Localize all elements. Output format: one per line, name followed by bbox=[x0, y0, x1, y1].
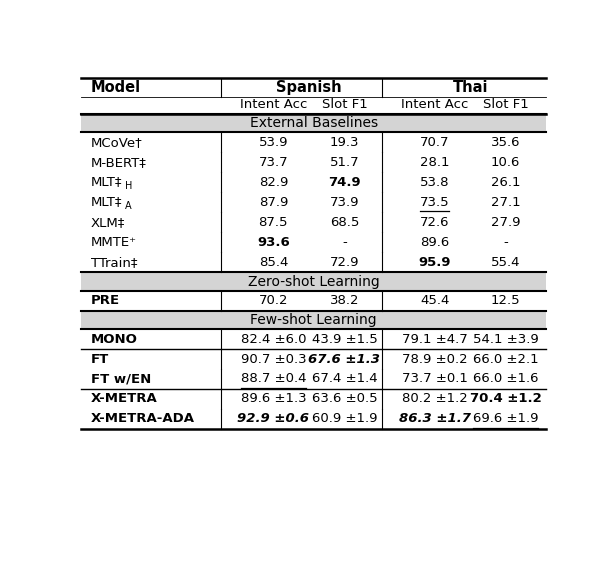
Text: 82.4 ±6.0: 82.4 ±6.0 bbox=[241, 333, 306, 346]
Text: 88.7 ±0.4: 88.7 ±0.4 bbox=[241, 372, 306, 385]
Text: 92.9 ±0.6: 92.9 ±0.6 bbox=[237, 412, 309, 425]
Text: XLM‡: XLM‡ bbox=[91, 216, 125, 229]
Text: FT w/EN: FT w/EN bbox=[91, 372, 151, 385]
Text: Few-shot Learning: Few-shot Learning bbox=[250, 313, 377, 327]
Text: 66.0 ±2.1: 66.0 ±2.1 bbox=[473, 352, 539, 365]
Text: 73.7: 73.7 bbox=[258, 156, 288, 169]
Text: 87.9: 87.9 bbox=[259, 196, 288, 209]
Text: 70.2: 70.2 bbox=[259, 294, 288, 307]
Text: 72.9: 72.9 bbox=[330, 256, 359, 269]
Text: 45.4: 45.4 bbox=[420, 294, 449, 307]
Text: 55.4: 55.4 bbox=[491, 256, 520, 269]
Text: 72.6: 72.6 bbox=[420, 216, 449, 229]
Text: 12.5: 12.5 bbox=[491, 294, 521, 307]
Text: X-METRA: X-METRA bbox=[91, 393, 157, 406]
Text: 67.4 ±1.4: 67.4 ±1.4 bbox=[312, 372, 377, 385]
Text: Spanish: Spanish bbox=[276, 80, 341, 95]
Text: 73.7 ±0.1: 73.7 ±0.1 bbox=[401, 372, 468, 385]
Text: Zero-shot Learning: Zero-shot Learning bbox=[248, 275, 379, 289]
Text: MLT‡: MLT‡ bbox=[91, 175, 122, 188]
Text: 63.6 ±0.5: 63.6 ±0.5 bbox=[312, 393, 377, 406]
Text: 82.9: 82.9 bbox=[259, 176, 288, 189]
Text: 89.6 ±1.3: 89.6 ±1.3 bbox=[241, 393, 306, 406]
Text: 86.3 ±1.7: 86.3 ±1.7 bbox=[398, 412, 471, 425]
Bar bbox=[81, 311, 546, 329]
Bar bbox=[81, 114, 546, 133]
Text: 68.5: 68.5 bbox=[330, 216, 359, 229]
Text: MLT‡: MLT‡ bbox=[91, 195, 122, 208]
Text: 19.3: 19.3 bbox=[330, 136, 359, 149]
Text: 66.0 ±1.6: 66.0 ±1.6 bbox=[473, 372, 539, 385]
Text: TTrain‡: TTrain‡ bbox=[91, 256, 137, 269]
Text: 43.9 ±1.5: 43.9 ±1.5 bbox=[312, 333, 378, 346]
Text: 80.2 ±1.2: 80.2 ±1.2 bbox=[401, 393, 468, 406]
Text: External Baselines: External Baselines bbox=[250, 116, 378, 130]
Text: 74.9: 74.9 bbox=[328, 176, 361, 189]
Text: 70.4 ±1.2: 70.4 ±1.2 bbox=[470, 393, 542, 406]
Text: X-METRA-ADA: X-METRA-ADA bbox=[91, 412, 195, 425]
Text: Intent Acc: Intent Acc bbox=[240, 98, 307, 111]
Text: MONO: MONO bbox=[91, 333, 138, 346]
Text: 10.6: 10.6 bbox=[491, 156, 520, 169]
Text: Model: Model bbox=[91, 80, 141, 95]
Text: 73.5: 73.5 bbox=[420, 196, 449, 209]
Text: 85.4: 85.4 bbox=[259, 256, 288, 269]
Text: Thai: Thai bbox=[452, 80, 488, 95]
Text: 38.2: 38.2 bbox=[330, 294, 359, 307]
Text: PRE: PRE bbox=[91, 294, 120, 307]
Bar bbox=[81, 272, 546, 290]
Text: 60.9 ±1.9: 60.9 ±1.9 bbox=[312, 412, 377, 425]
Text: 70.7: 70.7 bbox=[420, 136, 449, 149]
Text: 95.9: 95.9 bbox=[419, 256, 451, 269]
Text: 35.6: 35.6 bbox=[491, 136, 520, 149]
Text: 87.5: 87.5 bbox=[259, 216, 288, 229]
Text: Slot F1: Slot F1 bbox=[321, 98, 367, 111]
Text: 67.6 ±1.3: 67.6 ±1.3 bbox=[308, 352, 381, 365]
Text: 53.8: 53.8 bbox=[420, 176, 449, 189]
Text: FT: FT bbox=[91, 352, 109, 365]
Text: 27.1: 27.1 bbox=[491, 196, 521, 209]
Text: 79.1 ±4.7: 79.1 ±4.7 bbox=[401, 333, 468, 346]
Text: H: H bbox=[125, 181, 132, 191]
Text: 90.7 ±0.3: 90.7 ±0.3 bbox=[241, 352, 306, 365]
Text: 53.9: 53.9 bbox=[259, 136, 288, 149]
Text: 51.7: 51.7 bbox=[330, 156, 359, 169]
Text: Slot F1: Slot F1 bbox=[483, 98, 529, 111]
Text: 26.1: 26.1 bbox=[491, 176, 520, 189]
Text: 78.9 ±0.2: 78.9 ±0.2 bbox=[402, 352, 468, 365]
Text: -: - bbox=[503, 236, 508, 249]
Text: 93.6: 93.6 bbox=[257, 236, 289, 249]
Text: MCoVe†: MCoVe† bbox=[91, 136, 143, 149]
Text: M-BERT‡: M-BERT‡ bbox=[91, 156, 147, 169]
Text: A: A bbox=[125, 201, 131, 212]
Text: 28.1: 28.1 bbox=[420, 156, 449, 169]
Text: Intent Acc: Intent Acc bbox=[401, 98, 468, 111]
Text: 27.9: 27.9 bbox=[491, 216, 520, 229]
Text: MMTE⁺: MMTE⁺ bbox=[91, 236, 136, 249]
Text: -: - bbox=[342, 236, 347, 249]
Text: 89.6: 89.6 bbox=[420, 236, 449, 249]
Text: 69.6 ±1.9: 69.6 ±1.9 bbox=[473, 412, 539, 425]
Text: 73.9: 73.9 bbox=[330, 196, 359, 209]
Text: 54.1 ±3.9: 54.1 ±3.9 bbox=[473, 333, 539, 346]
